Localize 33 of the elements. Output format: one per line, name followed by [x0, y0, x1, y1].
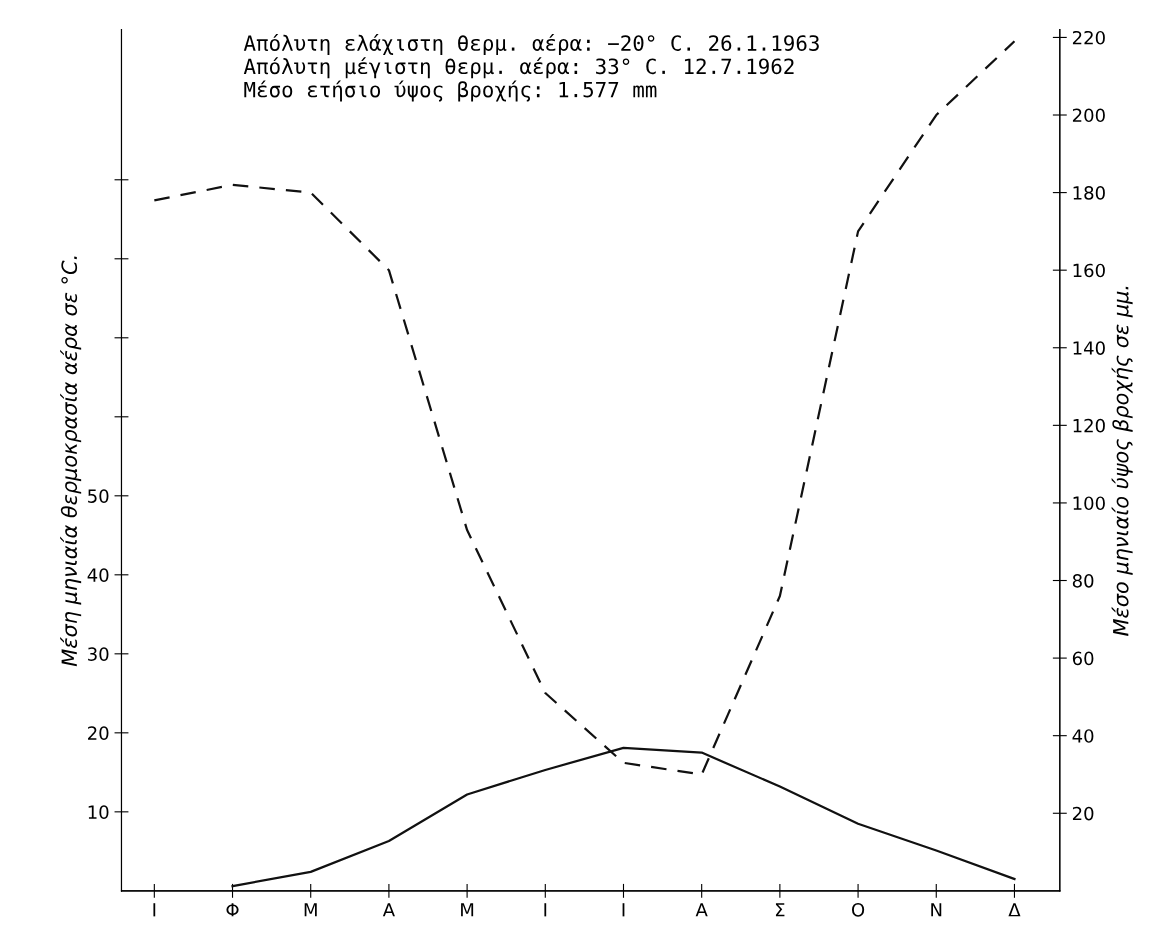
x-tick-label: Ο — [851, 902, 865, 917]
y2-axis-title: Μέσο μηνιαίο ύψος βροχής σε μμ. — [1111, 286, 1133, 636]
y2-tick-label: 100 — [1073, 496, 1105, 511]
y2-tick-label: 60 — [1072, 651, 1094, 666]
annotation: Απόλυτη μέγιστη θερμ. αέρα: 33° C. 12.7.1962 — [243, 57, 794, 79]
y-tick-label: 10 — [88, 805, 109, 819]
y2-tick-label: 20 — [1072, 806, 1094, 821]
y-tick-label: 40 — [87, 568, 109, 582]
x-tick-label: Α — [695, 903, 708, 917]
y2-tick-label: 80 — [1072, 573, 1094, 588]
y-axis-title: Μέση μηνιαία θερμοκρασία αέρα σε °C. — [60, 256, 82, 667]
x-tick-label: Ι — [153, 903, 156, 917]
x-tick-label: Μ — [461, 903, 474, 917]
y2-tick-label: 160 — [1073, 263, 1105, 278]
annotation: Μέσο ετήσιο ύψος βροχής: 1.577 mm — [244, 80, 657, 102]
x-tick-label: Ι — [544, 903, 547, 917]
y2-tick-label: 180 — [1073, 186, 1105, 200]
annotation: Απόλυτη ελάχιστη θερμ. αέρα: −20° C. 26.1.1963 — [243, 33, 819, 55]
x-tick-label: Μ — [304, 903, 317, 917]
y-tick-label: 30 — [88, 647, 109, 661]
x-tick-label: Ν — [931, 903, 942, 917]
x-tick-label: Σ — [775, 903, 785, 917]
x-tick-label: Α — [382, 903, 395, 917]
x-tick-label: Ι — [622, 903, 625, 917]
y2-tick-label: 40 — [1072, 729, 1094, 743]
x-tick-label: Φ — [226, 903, 239, 917]
y2-tick-label: 120 — [1073, 418, 1105, 433]
y-tick-label: 20 — [88, 726, 109, 740]
y2-tick-label: 140 — [1073, 341, 1105, 355]
y2-tick-label: 200 — [1072, 108, 1105, 123]
y2-tick-label: 220 — [1072, 30, 1105, 45]
x-tick-label: Δ — [1008, 903, 1021, 917]
y-tick-label: 50 — [88, 489, 109, 503]
